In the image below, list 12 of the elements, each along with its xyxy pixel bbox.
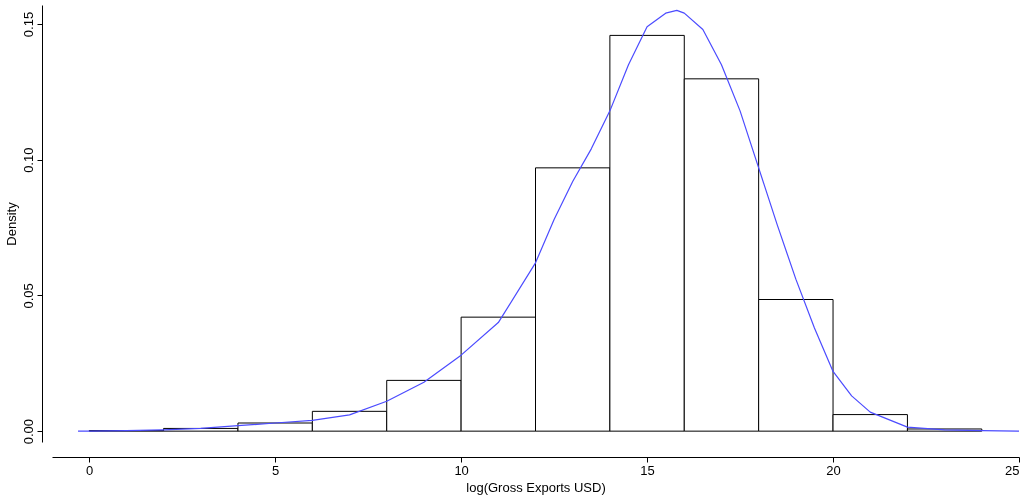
y-axis-title: Density bbox=[3, 201, 19, 246]
x-tick-label: 20 bbox=[826, 462, 841, 478]
y-tick-label: 0.15 bbox=[20, 11, 36, 38]
y-tick-label: 0.00 bbox=[20, 418, 36, 445]
y-tick-label: 0.05 bbox=[20, 283, 36, 309]
x-axis-title: log(Gross Exports USD) bbox=[466, 479, 606, 495]
x-tick-label: 15 bbox=[640, 462, 655, 478]
y-tick-label: 0.10 bbox=[20, 147, 36, 173]
x-tick-label: 25 bbox=[1005, 462, 1020, 478]
x-tick-label: 0 bbox=[86, 462, 94, 478]
x-tick-label: 5 bbox=[272, 462, 280, 478]
x-tick-label: 10 bbox=[454, 462, 469, 478]
